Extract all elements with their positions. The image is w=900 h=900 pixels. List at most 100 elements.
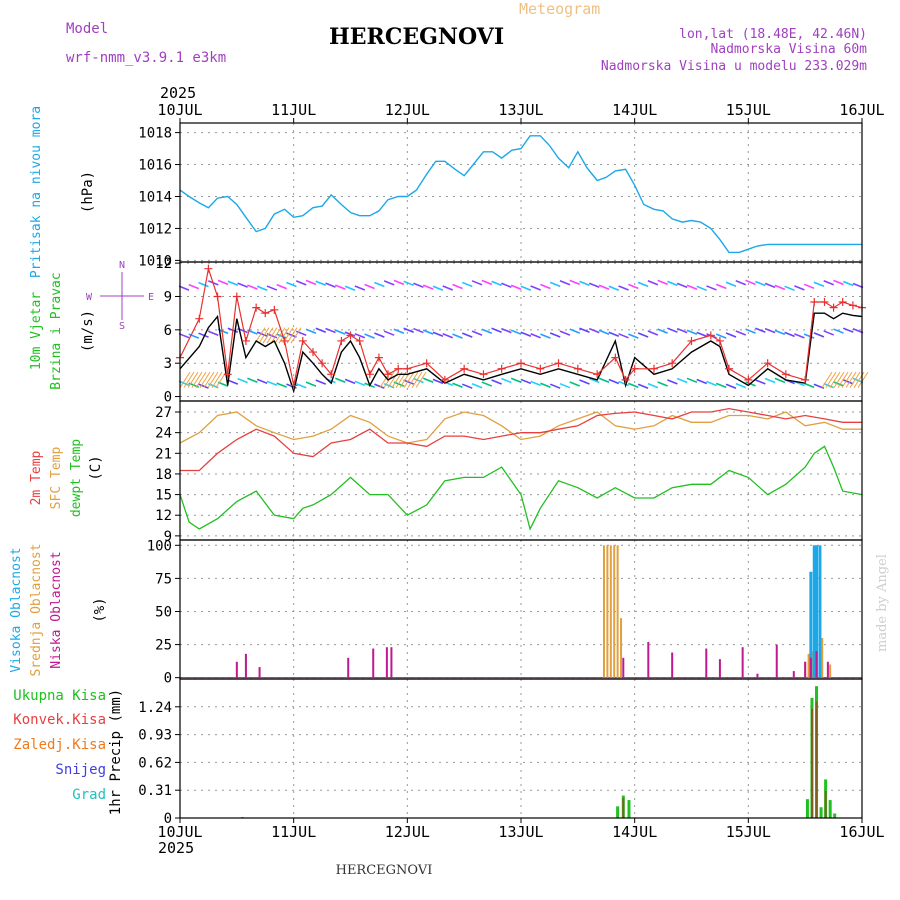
wind-vector [755,379,766,385]
wind-vector [803,283,815,290]
wind-vector [715,283,727,290]
wind-gust-marker [573,364,582,373]
wind-vector [452,382,463,388]
wind-vector [334,377,346,384]
wind-vector [667,280,678,287]
wind-vector [501,282,512,288]
wind-gust-hatch [270,327,282,344]
precip-ytick-label: 0.62 [138,755,172,771]
wind-gust-marker [668,359,677,368]
wind-vector [745,279,756,286]
wind-vector [696,378,708,385]
compass-letter: E [148,292,154,303]
wind-vector [217,279,229,286]
x-tick-label-bottom: 16JUL [839,823,884,841]
wind-vector [618,380,629,387]
wind-gust-hatch [290,327,302,344]
wind-vector [393,328,405,334]
wind-vector [383,280,395,286]
wind-ytick-label: 9 [164,289,172,305]
wind-vector [491,280,502,287]
wind-vector [598,329,610,335]
wind-vector [393,279,405,286]
wind-vector [178,332,190,339]
wind-vector [588,377,600,384]
temp-ytick-label: 18 [155,467,172,483]
wind-gust-marker [649,364,658,373]
wind-vector [520,378,532,385]
wind-vector [764,282,776,289]
wind-ytick-label: 3 [164,356,172,372]
precip-total-bar [616,806,620,818]
high-cloud-bar [812,545,816,678]
wind-vector [735,330,747,336]
model-label: Model [66,21,108,37]
wind-vector [657,328,668,334]
wind-vector [364,283,375,290]
wind-gust-hatch [841,371,853,388]
wind-vector [686,329,698,336]
wind-gust-marker [318,359,327,368]
wind-gust-hatch [179,371,191,388]
pressure-unit: (hPa) [80,171,96,213]
wind-vector [305,381,317,387]
wind-vector [227,280,239,286]
mid-cloud-bar [602,545,605,678]
low-cloud-bar [671,652,674,678]
temp-axis-label-sfc: SFC Temp [49,447,64,510]
wind-vector [755,327,766,333]
wind-gust-marker [517,359,525,368]
wind-vector [188,333,200,339]
wind-vector [471,280,483,286]
wind-vector [676,282,688,289]
temp-axis-label-2m: 2m Temp [29,450,44,505]
wind-vector [540,333,551,339]
wind-vector [628,333,639,339]
wind-vector [725,281,737,288]
wind-gust-hatch [262,327,274,344]
wind-vector [569,328,581,334]
precip-conv-bar [824,791,827,818]
low-cloud-bar [390,647,393,678]
x-tick-label-top: 13JUL [498,101,543,119]
wind-vector [461,281,473,288]
precip-frame [179,678,863,819]
low-cloud-bar [347,657,350,678]
wind-vector [628,283,639,290]
wind-gust-hatch [857,371,869,388]
temperature-frame [179,400,863,541]
wind-vector [374,383,385,389]
wind-gust-marker [422,359,431,368]
precip-legend-3: Snijeg [55,762,106,778]
wind-gust-marker [298,336,307,345]
wind-gust-hatch [829,371,841,388]
wind-vector [354,285,366,291]
wind-vector [461,383,473,389]
wind-gust-marker [848,301,857,310]
credit-label: made by Angel [875,554,890,652]
mid-cloud-bar [606,545,609,678]
wind-vector [432,378,444,385]
wind-vector [569,381,581,387]
precip-conv-bar [810,708,813,818]
wind-gust-hatch [211,371,223,388]
wind-vector [501,327,512,334]
wind-vector [520,331,532,337]
wind-ytick-label: 6 [164,323,172,339]
wind-vector [745,328,756,334]
year-bottom: 2025 [158,839,194,857]
wind-vector [735,382,747,389]
pressure-ytick-label: 1018 [138,126,172,142]
station-title: HERCEGNOVI [329,24,504,50]
wind-vector [774,377,786,384]
wind-vector [325,327,336,334]
wind-gust-marker [289,381,298,390]
low-cloud-bar [804,661,807,678]
wind-vector [364,333,375,339]
cloud-ytick-label: 75 [155,571,172,587]
low-cloud-bar [244,653,247,678]
wind-vector [549,281,561,288]
wind-gust-hatch [274,327,286,344]
dewpt-line [179,445,863,531]
footer-station: HERCEGNOVI [336,863,433,878]
